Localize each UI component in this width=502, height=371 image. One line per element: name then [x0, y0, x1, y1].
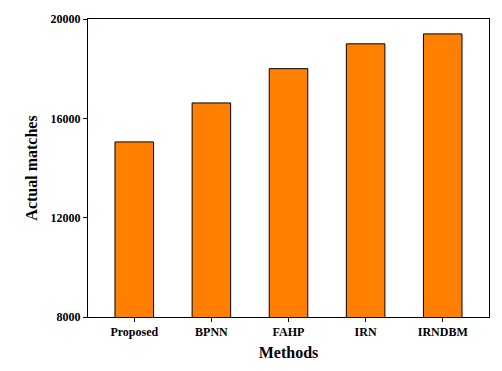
svg-text:Proposed: Proposed — [110, 325, 158, 339]
svg-text:FAHP: FAHP — [273, 325, 305, 339]
svg-text:Methods: Methods — [259, 344, 319, 361]
svg-text:Actual matches: Actual matches — [23, 115, 40, 220]
svg-text:8000: 8000 — [57, 310, 81, 324]
svg-text:IRNDBM: IRNDBM — [418, 325, 468, 339]
svg-text:12000: 12000 — [51, 211, 81, 225]
svg-text:BPNN: BPNN — [195, 325, 228, 339]
svg-text:IRN: IRN — [355, 325, 377, 339]
svg-text:16000: 16000 — [51, 112, 81, 126]
svg-text:20000: 20000 — [51, 12, 81, 26]
